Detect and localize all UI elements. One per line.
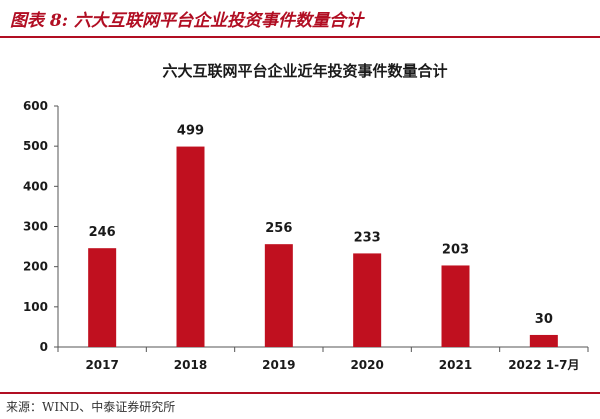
bar bbox=[441, 265, 470, 347]
x-axis: 2017 2018 2019 2020 2021 2022 1-7月 bbox=[57, 346, 589, 372]
y-axis: 0 100 200 300 400 500 600 bbox=[23, 99, 59, 354]
bar bbox=[176, 146, 205, 347]
data-labels: 246 499 256 233 203 30 bbox=[89, 124, 553, 327]
bar-value-label: 499 bbox=[177, 124, 204, 139]
bar-value-label: 233 bbox=[354, 230, 381, 245]
y-tick-label: 400 bbox=[23, 179, 48, 193]
y-tick-label: 600 bbox=[23, 99, 48, 113]
bar bbox=[88, 248, 117, 347]
x-tick-label: 2017 bbox=[85, 358, 118, 372]
bar-value-label: 256 bbox=[265, 221, 292, 236]
bar bbox=[353, 253, 382, 347]
bar-value-label: 246 bbox=[89, 225, 116, 240]
bar-series bbox=[88, 146, 558, 347]
bar-chart: 六大互联网平台企业近年投资事件数量合计 0100200300400500600 … bbox=[23, 62, 589, 372]
chart-title: 六大互联网平台企业近年投资事件数量合计 bbox=[162, 62, 447, 80]
bar bbox=[529, 334, 558, 347]
figure-header: 图表 8: 六大互联网平台企业投资事件数量合计 bbox=[0, 0, 600, 38]
y-tick-label: 500 bbox=[23, 139, 48, 153]
bar-value-label: 203 bbox=[442, 242, 469, 257]
y-tick-label: 0 bbox=[40, 340, 48, 354]
figure-caption: 图表 8: 六大互联网平台企业投资事件数量合计 bbox=[10, 11, 363, 31]
x-tick-label: 2019 bbox=[262, 358, 295, 372]
x-tick-label: 2021 bbox=[439, 358, 472, 372]
y-tick-label: 200 bbox=[23, 260, 48, 274]
x-tick-label: 2020 bbox=[350, 358, 383, 372]
x-tick-label: 2018 bbox=[174, 358, 207, 372]
source-note: 来源：WIND、中泰证券研究所 bbox=[6, 400, 176, 414]
y-tick-label: 100 bbox=[23, 300, 48, 314]
footer-rule bbox=[0, 392, 600, 394]
figure-footer: 来源：WIND、中泰证券研究所 bbox=[0, 392, 600, 419]
bar bbox=[264, 244, 293, 347]
x-tick-label: 2022 1-7月 bbox=[508, 358, 579, 372]
bar-value-label: 30 bbox=[535, 312, 553, 327]
header-rule bbox=[0, 36, 600, 38]
y-tick-label: 300 bbox=[23, 220, 48, 234]
